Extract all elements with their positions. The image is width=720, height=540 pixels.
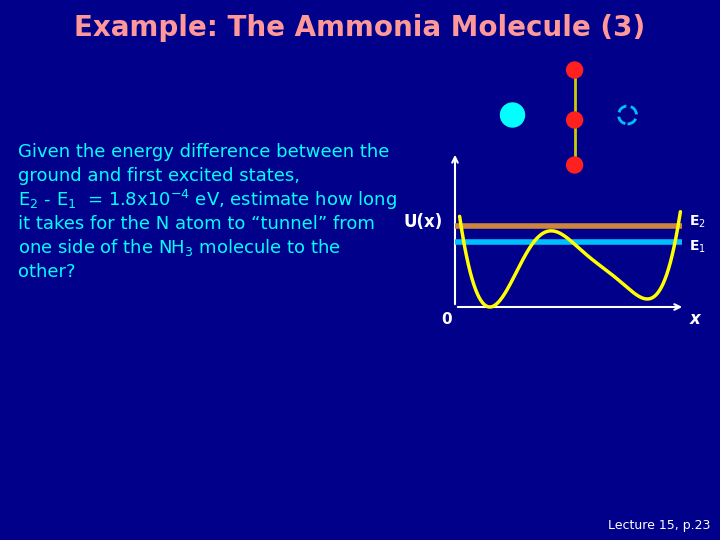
Text: it takes for the N atom to “tunnel” from: it takes for the N atom to “tunnel” from [18, 215, 375, 233]
Circle shape [567, 157, 582, 173]
Text: ground and first excited states,: ground and first excited states, [18, 167, 300, 185]
Text: E$_1$: E$_1$ [689, 239, 706, 255]
Text: other?: other? [18, 263, 76, 281]
Circle shape [567, 62, 582, 78]
Text: U(x): U(x) [403, 213, 443, 231]
Circle shape [567, 112, 582, 128]
Circle shape [500, 103, 524, 127]
Text: Given the energy difference between the: Given the energy difference between the [18, 143, 390, 161]
Text: one side of the NH$_3$ molecule to the: one side of the NH$_3$ molecule to the [18, 238, 341, 259]
Text: E$_2$ - E$_1$  = 1.8x10$^{-4}$ eV, estimate how long: E$_2$ - E$_1$ = 1.8x10$^{-4}$ eV, estima… [18, 188, 397, 212]
Text: 0: 0 [441, 313, 452, 327]
Text: Lecture 15, p.23: Lecture 15, p.23 [608, 519, 710, 532]
Text: x: x [690, 310, 701, 328]
Text: Example: The Ammonia Molecule (3): Example: The Ammonia Molecule (3) [74, 14, 646, 42]
Text: E$_2$: E$_2$ [689, 213, 706, 230]
